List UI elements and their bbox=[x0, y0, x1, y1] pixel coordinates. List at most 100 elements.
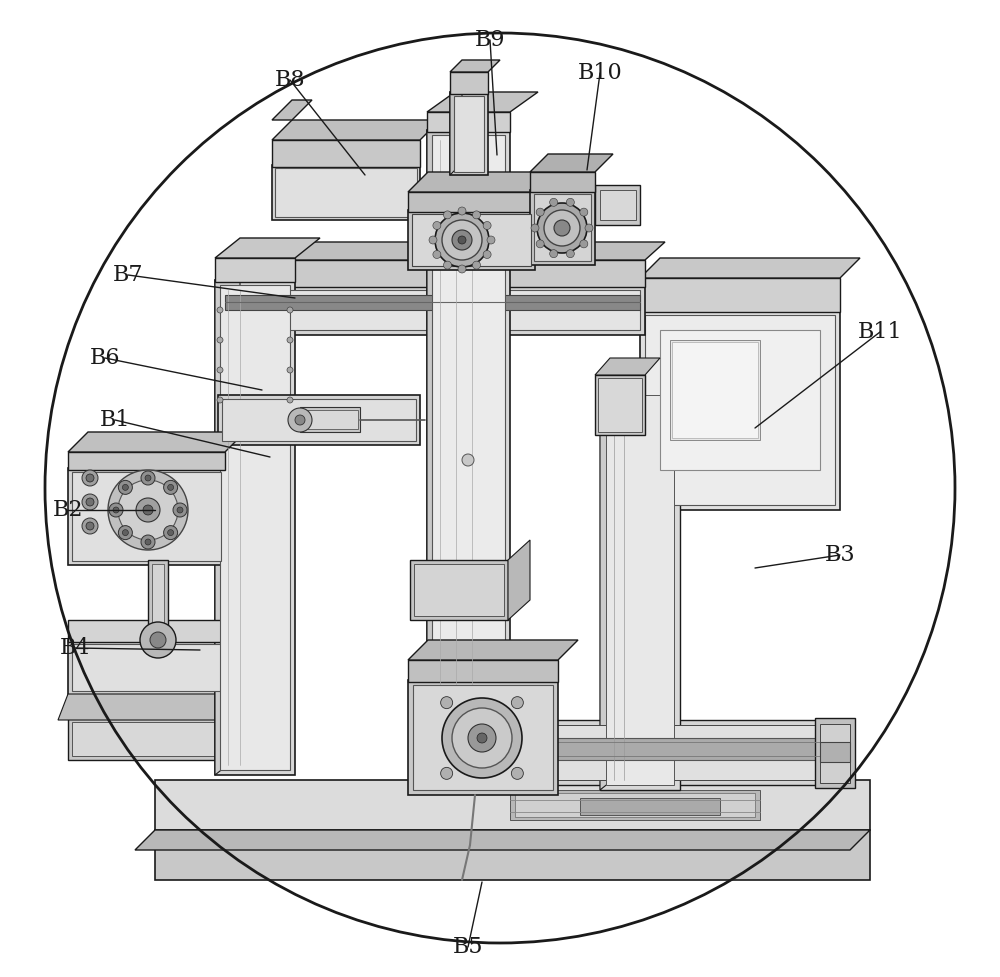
Polygon shape bbox=[215, 280, 295, 775]
Circle shape bbox=[108, 470, 188, 550]
Text: B8: B8 bbox=[275, 69, 305, 91]
Circle shape bbox=[143, 505, 153, 515]
Circle shape bbox=[150, 632, 166, 648]
Polygon shape bbox=[225, 295, 640, 310]
Polygon shape bbox=[595, 185, 640, 225]
Polygon shape bbox=[155, 780, 870, 830]
Text: B6: B6 bbox=[90, 347, 120, 369]
Text: B10: B10 bbox=[578, 62, 622, 84]
Circle shape bbox=[441, 767, 453, 780]
Circle shape bbox=[550, 198, 558, 206]
Text: B2: B2 bbox=[53, 499, 83, 521]
Polygon shape bbox=[408, 680, 558, 795]
Circle shape bbox=[441, 697, 453, 708]
Polygon shape bbox=[580, 798, 720, 815]
Polygon shape bbox=[408, 210, 535, 270]
Circle shape bbox=[483, 222, 491, 230]
Polygon shape bbox=[68, 468, 225, 565]
Circle shape bbox=[544, 210, 580, 246]
Circle shape bbox=[566, 198, 574, 206]
Circle shape bbox=[86, 522, 94, 530]
Polygon shape bbox=[427, 130, 510, 780]
Text: B4: B4 bbox=[60, 637, 90, 659]
Circle shape bbox=[288, 408, 312, 432]
Polygon shape bbox=[68, 432, 245, 452]
Polygon shape bbox=[58, 694, 240, 720]
Circle shape bbox=[295, 415, 305, 425]
Circle shape bbox=[487, 236, 495, 244]
Polygon shape bbox=[427, 112, 510, 132]
Circle shape bbox=[287, 307, 293, 313]
Polygon shape bbox=[510, 720, 850, 785]
Circle shape bbox=[511, 697, 523, 708]
Polygon shape bbox=[148, 560, 168, 640]
Polygon shape bbox=[672, 342, 758, 438]
Circle shape bbox=[287, 397, 293, 403]
Polygon shape bbox=[225, 290, 640, 330]
Polygon shape bbox=[450, 60, 500, 72]
Circle shape bbox=[473, 211, 480, 219]
Circle shape bbox=[287, 337, 293, 343]
Circle shape bbox=[452, 708, 512, 768]
Polygon shape bbox=[300, 407, 360, 432]
Polygon shape bbox=[450, 80, 462, 175]
Circle shape bbox=[217, 307, 223, 313]
Circle shape bbox=[566, 250, 574, 258]
Polygon shape bbox=[600, 390, 680, 790]
Polygon shape bbox=[272, 100, 312, 120]
Polygon shape bbox=[640, 310, 840, 510]
Circle shape bbox=[164, 526, 178, 539]
Circle shape bbox=[217, 367, 223, 373]
Polygon shape bbox=[414, 564, 504, 616]
Polygon shape bbox=[68, 452, 225, 470]
Circle shape bbox=[136, 498, 160, 522]
Polygon shape bbox=[275, 168, 417, 217]
Polygon shape bbox=[598, 378, 642, 432]
Polygon shape bbox=[515, 738, 845, 760]
Circle shape bbox=[168, 530, 174, 535]
Circle shape bbox=[164, 481, 178, 494]
Polygon shape bbox=[410, 560, 508, 620]
Circle shape bbox=[444, 261, 452, 269]
Circle shape bbox=[537, 203, 587, 253]
Polygon shape bbox=[272, 165, 420, 220]
Circle shape bbox=[458, 207, 466, 215]
Polygon shape bbox=[68, 620, 240, 642]
Polygon shape bbox=[640, 258, 860, 278]
Polygon shape bbox=[660, 330, 820, 470]
Circle shape bbox=[536, 240, 544, 248]
Polygon shape bbox=[272, 140, 420, 167]
Circle shape bbox=[118, 480, 178, 540]
Circle shape bbox=[217, 397, 223, 403]
Circle shape bbox=[177, 507, 183, 513]
Polygon shape bbox=[530, 190, 595, 265]
Polygon shape bbox=[68, 718, 240, 760]
Circle shape bbox=[168, 485, 174, 490]
Polygon shape bbox=[510, 790, 760, 820]
Circle shape bbox=[442, 698, 522, 778]
Circle shape bbox=[118, 526, 132, 539]
Polygon shape bbox=[645, 315, 835, 505]
Polygon shape bbox=[152, 564, 164, 636]
Polygon shape bbox=[72, 472, 221, 561]
Circle shape bbox=[477, 733, 487, 743]
Circle shape bbox=[536, 208, 544, 216]
Circle shape bbox=[140, 622, 176, 658]
Circle shape bbox=[173, 503, 187, 517]
Text: B5: B5 bbox=[453, 936, 483, 958]
Polygon shape bbox=[135, 830, 870, 850]
Circle shape bbox=[217, 337, 223, 343]
Polygon shape bbox=[515, 793, 755, 817]
Polygon shape bbox=[412, 214, 531, 266]
Polygon shape bbox=[72, 644, 236, 691]
Polygon shape bbox=[72, 722, 236, 756]
Polygon shape bbox=[220, 285, 645, 335]
Circle shape bbox=[468, 724, 496, 752]
Text: B3: B3 bbox=[825, 544, 855, 566]
Circle shape bbox=[433, 222, 441, 230]
Polygon shape bbox=[408, 660, 558, 682]
Polygon shape bbox=[432, 135, 505, 775]
Polygon shape bbox=[222, 399, 416, 441]
Text: B9: B9 bbox=[475, 29, 505, 51]
Polygon shape bbox=[820, 742, 850, 762]
